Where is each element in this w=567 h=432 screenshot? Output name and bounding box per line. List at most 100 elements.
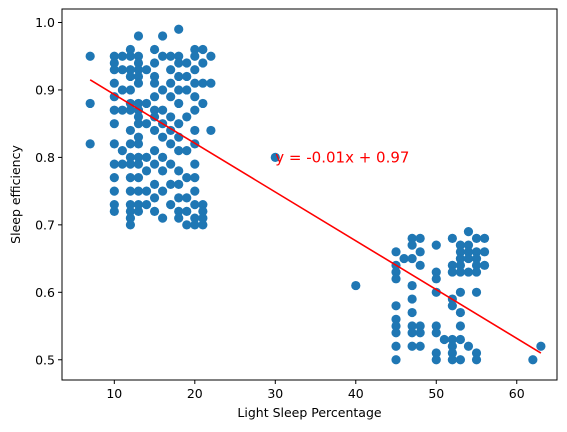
scatter-point (182, 85, 192, 95)
regression-equation-label: y = -0.01x + 0.97 (275, 148, 409, 166)
scatter-point (198, 98, 208, 109)
scatter-point (391, 314, 401, 324)
scatter-point (174, 24, 184, 34)
scatter-point (447, 301, 457, 311)
scatter-point (109, 78, 119, 88)
scatter-point (166, 92, 176, 102)
scatter-point (407, 341, 417, 351)
scatter-point (125, 44, 136, 55)
scatter-point (190, 213, 200, 223)
scatter-point (141, 65, 152, 75)
scatter-point (149, 146, 160, 156)
scatter-point (190, 186, 200, 196)
scatter-point (117, 146, 127, 156)
scatter-point (141, 166, 152, 176)
scatter-point (109, 119, 119, 129)
scatter-point (109, 92, 119, 102)
scatter-point (109, 58, 119, 68)
scatter-point (166, 112, 176, 122)
scatter-point (463, 341, 474, 351)
scatter-point (182, 193, 192, 203)
scatter-point (174, 119, 184, 129)
scatter-point (190, 125, 200, 136)
scatter-point (149, 58, 160, 68)
y-tick-label: 0.6 (35, 285, 55, 300)
scatter-point (109, 206, 119, 216)
scatter-point (133, 139, 144, 149)
scatter-point (125, 71, 136, 82)
scatter-point (117, 51, 127, 61)
scatter-point (407, 233, 417, 243)
x-tick-label: 30 (267, 386, 283, 401)
scatter-point (133, 65, 144, 75)
scatter-point (125, 105, 136, 115)
x-tick-label: 10 (106, 386, 122, 401)
scatter-point (166, 78, 176, 88)
scatter-point (174, 179, 184, 189)
scatter-point (166, 51, 176, 61)
scatter-point (158, 132, 168, 142)
scatter-point (198, 220, 208, 230)
scatter-point (455, 287, 466, 297)
scatter-point (141, 152, 152, 162)
scatter-point (447, 355, 457, 365)
scatter-point (133, 173, 144, 183)
x-tick-label: 60 (509, 386, 525, 401)
scatter-point (125, 125, 136, 136)
scatter-point (198, 58, 208, 68)
y-axis-label: Sleep efficiency (8, 145, 23, 244)
scatter-point (463, 247, 474, 257)
scatter-point (174, 146, 184, 156)
scatter-point (125, 213, 136, 223)
scatter-point (471, 287, 482, 297)
scatter-point (463, 227, 474, 237)
y-tick-label: 0.8 (35, 150, 55, 165)
scatter-point (431, 287, 441, 297)
scatter-point (407, 240, 417, 250)
scatter-point (463, 267, 474, 277)
scatter-point (149, 44, 160, 55)
scatter-point (149, 125, 160, 136)
x-tick-label: 50 (428, 386, 444, 401)
scatter-point (174, 213, 184, 223)
scatter-point (174, 98, 184, 109)
scatter-point (391, 301, 401, 311)
scatter-point (182, 146, 192, 156)
scatter-point (125, 65, 136, 75)
scatter-point (158, 186, 168, 196)
scatter-point (182, 71, 192, 82)
scatter-point (455, 355, 466, 365)
scatter-point (109, 186, 119, 196)
regression-line-group (89, 79, 542, 354)
scatter-point (174, 71, 184, 82)
scatter-point (479, 233, 490, 243)
scatter-point (447, 334, 457, 345)
scatter-point (85, 51, 95, 61)
x-tick-label: 20 (187, 386, 203, 401)
scatter-point (125, 186, 136, 196)
scatter-point (109, 105, 119, 115)
scatter-point (117, 105, 127, 115)
scatter-point (471, 247, 482, 257)
scatter-point (407, 328, 417, 338)
scatter-point (528, 355, 538, 365)
scatter-point (182, 173, 192, 183)
scatter-point (471, 260, 482, 270)
scatter-point (166, 179, 176, 189)
scatter-point (182, 58, 192, 68)
scatter-point (455, 247, 466, 257)
scatter-point (141, 119, 152, 129)
scatter-point (158, 213, 168, 223)
scatter-point (447, 341, 457, 351)
scatter-point (133, 51, 144, 61)
scatter-point (109, 200, 119, 210)
scatter-point (351, 280, 361, 291)
scatter-point (117, 159, 127, 169)
scatter-point (125, 200, 136, 210)
scatter-point (133, 152, 144, 162)
scatter-point (158, 105, 168, 115)
scatter-point (198, 213, 208, 223)
scatter-point (166, 65, 176, 75)
scatter-point (198, 206, 208, 216)
